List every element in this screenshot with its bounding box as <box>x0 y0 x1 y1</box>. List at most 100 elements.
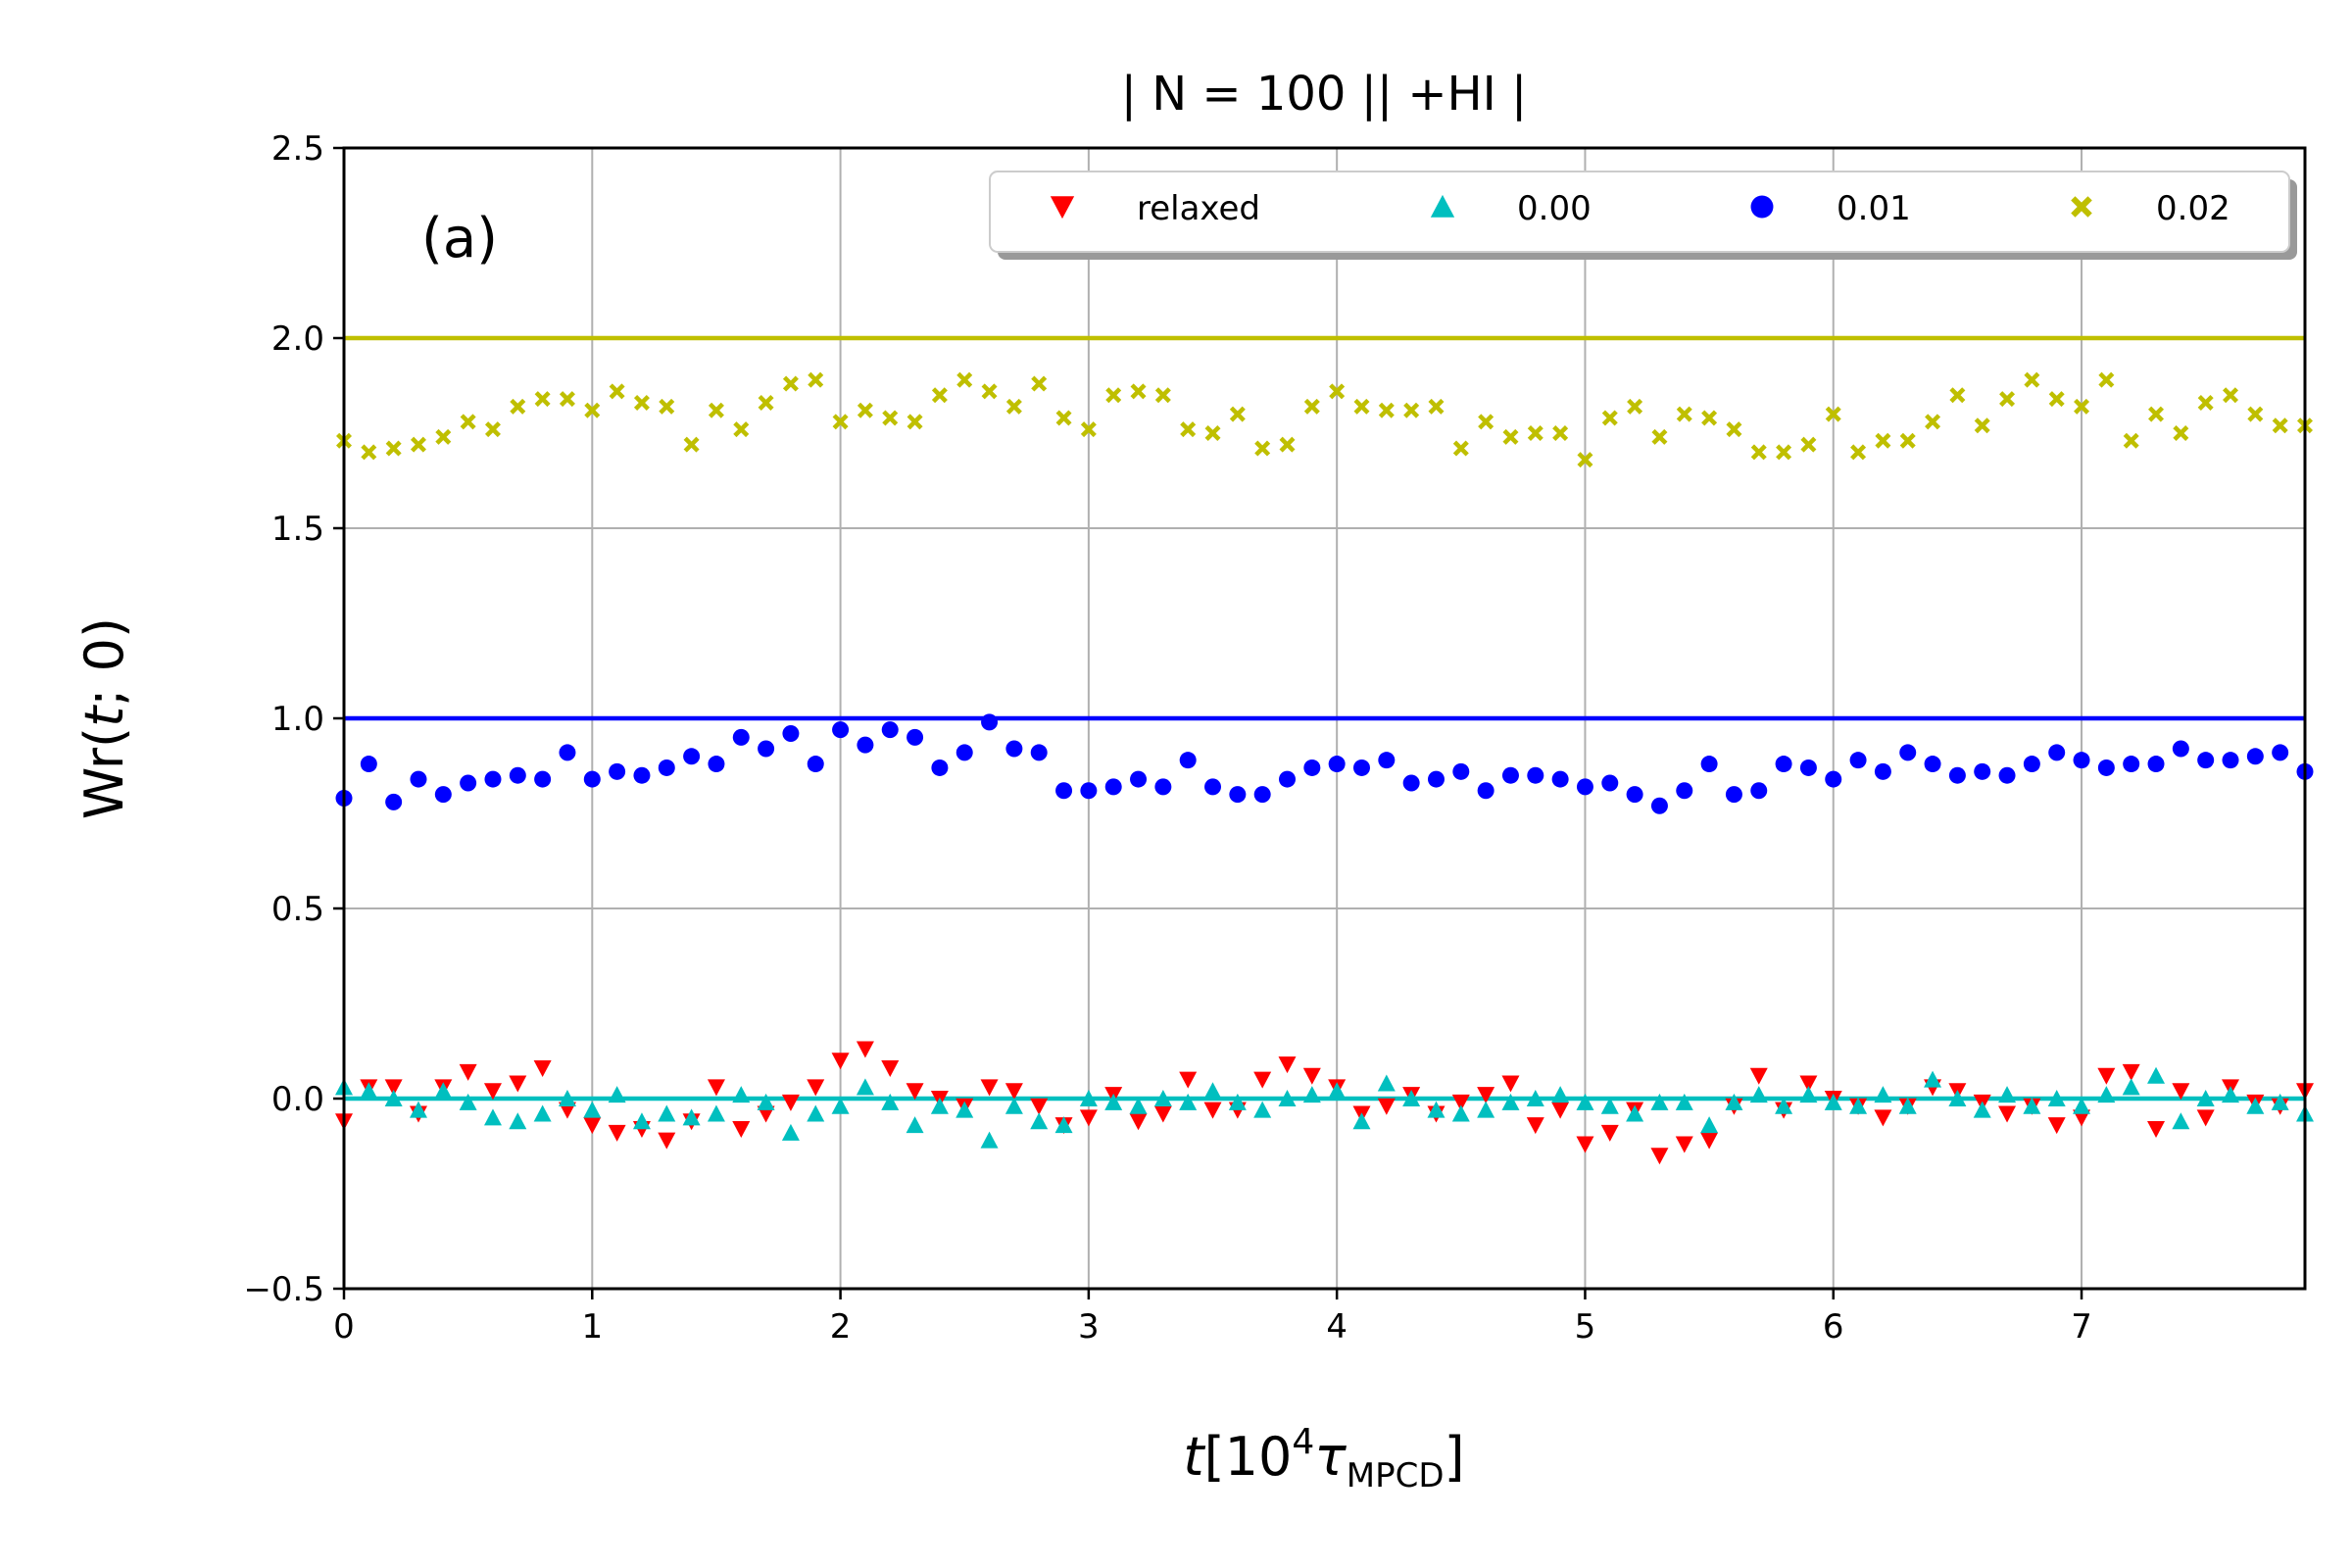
point-0.00 <box>434 1082 453 1100</box>
point-relaxed <box>707 1079 725 1097</box>
x-tick-label: 7 <box>2071 1307 2092 1347</box>
point-relaxed <box>856 1041 874 1058</box>
legend-label-0.00: 0.00 <box>1517 189 1592 228</box>
point-0.02 <box>1925 414 1941 430</box>
point-0.02 <box>708 402 724 418</box>
point-0.01 <box>2246 748 2264 765</box>
point-0.00 <box>409 1101 427 1118</box>
point-0.00 <box>831 1097 850 1114</box>
point-0.00 <box>2147 1066 2166 1084</box>
point-0.01 <box>1948 766 1966 784</box>
point-0.02 <box>1180 421 1197 438</box>
point-0.00 <box>1675 1093 1693 1110</box>
point-0.01 <box>1279 770 1297 788</box>
point-0.01 <box>881 721 899 739</box>
point-0.00 <box>632 1112 651 1130</box>
point-0.02 <box>956 371 973 388</box>
point-0.00 <box>2097 1086 2116 1103</box>
point-relaxed <box>1079 1109 1098 1127</box>
point-0.00 <box>980 1131 999 1149</box>
point-0.01 <box>1352 759 1370 776</box>
point-relaxed <box>1650 1148 1669 1165</box>
point-0.02 <box>410 436 426 453</box>
point-0.01 <box>1080 782 1098 800</box>
point-relaxed <box>1600 1124 1619 1142</box>
point-0.01 <box>484 770 502 788</box>
point-0.00 <box>1626 1104 1644 1122</box>
x-tick-label: 1 <box>581 1307 603 1347</box>
point-0.02 <box>1403 402 1420 418</box>
point-relaxed <box>459 1063 477 1081</box>
point-0.00 <box>658 1104 676 1122</box>
point-relaxed <box>1477 1087 1495 1104</box>
legend-marker-relaxed <box>1050 196 1075 220</box>
point-0.00 <box>1427 1101 1446 1118</box>
point-0.02 <box>1154 387 1171 404</box>
point-relaxed <box>1153 1105 1172 1123</box>
point-0.01 <box>1750 782 1768 800</box>
point-0.01 <box>1974 762 1991 780</box>
point-relaxed <box>2172 1083 2190 1101</box>
y-axis-label-var: t <box>74 705 135 727</box>
point-0.00 <box>1799 1086 1818 1103</box>
point-0.00 <box>1402 1090 1421 1106</box>
point-0.02 <box>2272 417 2288 434</box>
point-0.01 <box>1899 744 1917 761</box>
point-0.01 <box>2123 756 2140 773</box>
x-axis-label-sub: MPCD <box>1347 1456 1445 1495</box>
point-relaxed <box>781 1094 800 1111</box>
panel-label: (a) <box>421 207 498 270</box>
x-tick-label: 0 <box>333 1307 355 1347</box>
point-relaxed <box>608 1124 626 1142</box>
point-0.02 <box>559 391 575 408</box>
point-0.02 <box>633 394 650 411</box>
point-relaxed <box>1278 1056 1297 1074</box>
y-tick-label: −0.5 <box>243 1270 324 1309</box>
point-relaxed <box>1501 1075 1520 1093</box>
point-0.00 <box>682 1108 701 1126</box>
point-0.01 <box>1179 752 1197 769</box>
point-0.01 <box>1626 786 1643 804</box>
point-0.02 <box>1875 432 1891 449</box>
point-0.01 <box>1501 766 1519 784</box>
point-0.00 <box>1924 1070 1942 1088</box>
x-axis-label-open: [10 <box>1204 1426 1293 1488</box>
x-tick-label: 5 <box>1575 1307 1596 1347</box>
point-0.01 <box>2023 756 2040 773</box>
point-0.01 <box>683 748 701 765</box>
y-tick-label: 1.5 <box>271 510 324 549</box>
point-0.02 <box>460 414 476 430</box>
point-0.00 <box>1600 1097 1619 1114</box>
point-0.00 <box>2271 1093 2289 1110</box>
point-0.01 <box>1452 762 1470 780</box>
point-0.02 <box>1776 444 1792 461</box>
point-0.02 <box>1005 398 1022 415</box>
point-0.01 <box>906 728 924 746</box>
point-0.01 <box>1849 752 1867 769</box>
point-0.01 <box>1328 756 1346 773</box>
point-0.01 <box>1551 770 1569 788</box>
point-0.00 <box>1129 1097 1148 1114</box>
point-0.01 <box>1402 774 1420 792</box>
point-0.00 <box>608 1086 626 1103</box>
point-0.01 <box>1253 786 1271 804</box>
point-0.00 <box>2047 1090 2066 1106</box>
point-0.01 <box>534 770 552 788</box>
point-0.00 <box>1153 1090 1172 1106</box>
point-0.02 <box>2098 371 2115 388</box>
point-0.00 <box>1576 1093 1594 1110</box>
point-0.01 <box>1204 778 1222 796</box>
x-tick-label: 2 <box>830 1307 852 1347</box>
y-axis-label: Wr(t; 0) <box>74 617 135 819</box>
point-0.02 <box>1031 375 1048 392</box>
point-0.02 <box>1428 398 1445 415</box>
x-axis-label-exp: 4 <box>1292 1422 1314 1462</box>
point-0.02 <box>361 444 377 461</box>
legend: relaxed 0.00 0.01 0.02 <box>989 171 2297 260</box>
point-0.01 <box>609 762 626 780</box>
point-0.01 <box>360 756 377 773</box>
point-0.02 <box>2148 406 2165 422</box>
point-0.02 <box>931 387 948 404</box>
point-relaxed <box>1799 1075 1818 1093</box>
series-0.02 <box>336 371 2313 468</box>
